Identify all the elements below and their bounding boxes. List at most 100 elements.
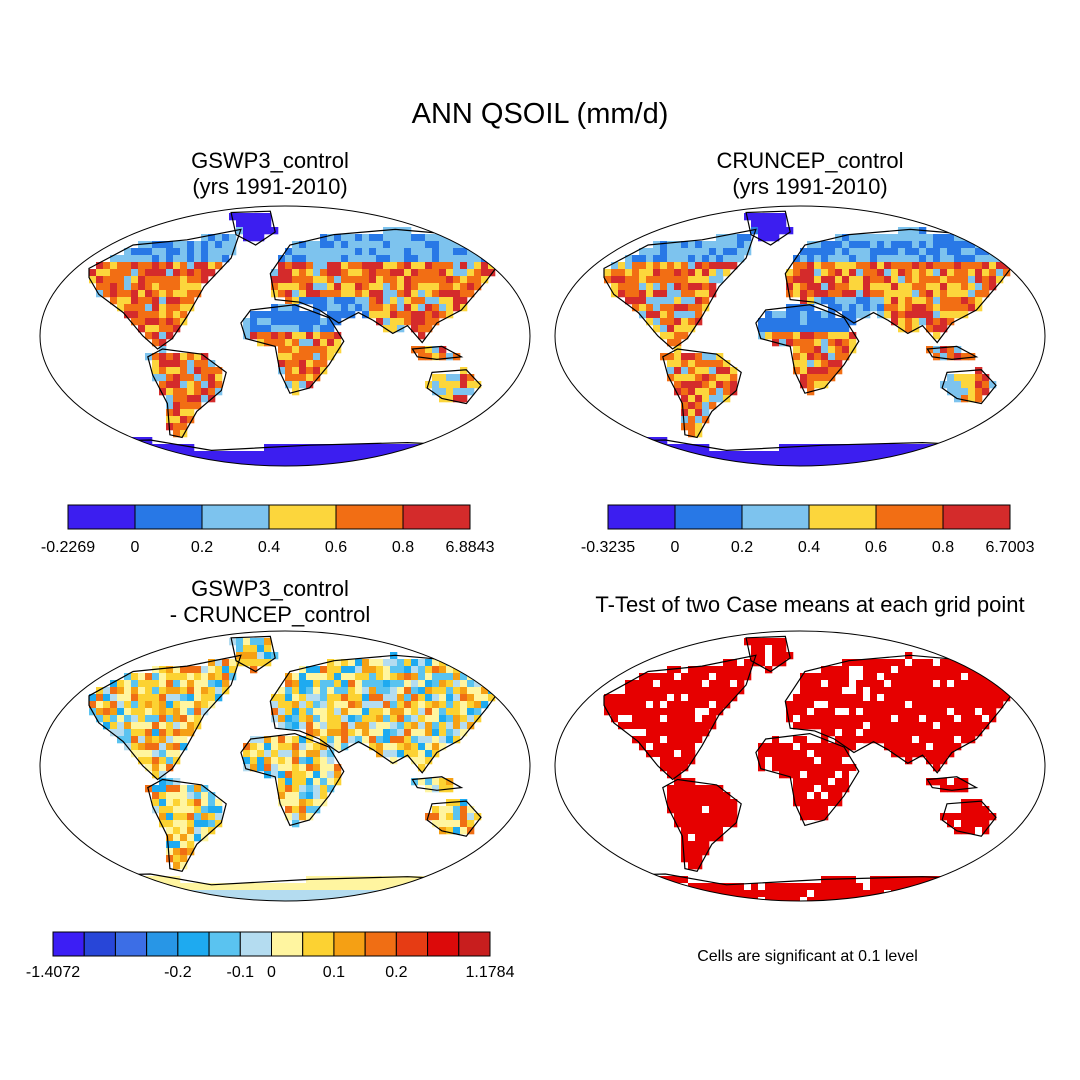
colorbar-label: 0 [267, 964, 276, 981]
grid-cell [278, 262, 286, 270]
grid-cell [285, 325, 293, 333]
colorbar-box [875, 504, 944, 530]
grid-cell [306, 673, 314, 681]
grid-cell [432, 701, 440, 709]
grid-cell [604, 451, 612, 459]
grid-cell [989, 262, 997, 270]
grid-cell [432, 806, 440, 814]
grid-cell [912, 318, 920, 326]
grid-cell [327, 304, 335, 312]
grid-cell [404, 722, 412, 730]
grid-cell [891, 269, 899, 277]
grid-cell [667, 255, 675, 263]
grid-cell [432, 276, 440, 284]
grid-cell [390, 458, 398, 466]
grid-cell [194, 451, 202, 459]
grid-cell [968, 827, 976, 835]
grid-cell [926, 234, 934, 242]
antarctica-coastline [566, 873, 1034, 901]
grid-cell [982, 897, 990, 901]
grid-cell [891, 715, 899, 723]
grid-cell [863, 269, 871, 277]
grid-cell [173, 416, 181, 424]
grid-cell [453, 353, 461, 361]
grid-cell [821, 297, 829, 305]
grid-cell [632, 262, 640, 270]
grid-cell [180, 736, 188, 744]
grid-cell [646, 458, 654, 466]
grid-cell [667, 276, 675, 284]
grid-cell [439, 248, 447, 256]
grid-cell [653, 694, 661, 702]
grid-cell [376, 241, 384, 249]
grid-cell [674, 262, 682, 270]
grid-cell [404, 297, 412, 305]
grid-cell [166, 451, 174, 459]
grid-cell [187, 402, 195, 410]
grid-cell [653, 743, 661, 751]
grid-cell [334, 694, 342, 702]
grid-cell [383, 890, 391, 898]
grid-cell [383, 743, 391, 751]
grid-cell [688, 458, 696, 466]
grid-cell [947, 290, 955, 298]
grid-cell [446, 451, 454, 459]
grid-cell [772, 458, 780, 466]
grid-cell [229, 890, 237, 898]
grid-cell [639, 290, 647, 298]
grid-cell [124, 897, 132, 901]
grid-cell [779, 897, 787, 901]
grid-cell [709, 241, 717, 249]
grid-cell [467, 388, 475, 396]
grid-cell [919, 451, 927, 459]
grid-cell [194, 799, 202, 807]
grid-cell [898, 297, 906, 305]
grid-cell [474, 458, 482, 466]
grid-cell [856, 234, 864, 242]
grid-cell [765, 458, 773, 466]
grid-cell [306, 458, 314, 466]
grid-cell [152, 269, 160, 277]
grid-cell [306, 750, 314, 758]
grid-cell [800, 458, 808, 466]
grid-cell [723, 465, 731, 466]
grid-cell [159, 876, 167, 884]
grid-cell [313, 785, 321, 793]
grid-cell [863, 311, 871, 319]
grid-cell [194, 715, 202, 723]
grid-cell [632, 283, 640, 291]
grid-cell [208, 799, 216, 807]
grid-cell [653, 290, 661, 298]
grid-cell [159, 743, 167, 751]
grid-cell [877, 708, 885, 716]
grid-cell [674, 813, 682, 821]
antarctica-coastline [566, 439, 1034, 466]
grid-cell [327, 659, 335, 667]
grid-cell [688, 827, 696, 835]
grid-cell [674, 743, 682, 751]
grid-cell [716, 799, 724, 807]
grid-cell [842, 701, 850, 709]
grid-cell [103, 897, 111, 901]
grid-cell [863, 736, 871, 744]
grid-cell [474, 269, 482, 277]
grid-cell [474, 241, 482, 249]
grid-cell [313, 276, 321, 284]
grid-cell [103, 451, 111, 459]
grid-cell [425, 680, 433, 688]
grid-cell [891, 262, 899, 270]
grid-cell [695, 304, 703, 312]
grid-cell [625, 708, 633, 716]
grid-cell [800, 701, 808, 709]
grid-cell [954, 736, 962, 744]
grid-cell [814, 897, 822, 901]
grid-cell [611, 262, 619, 270]
grid-cell [695, 311, 703, 319]
grid-cell [425, 283, 433, 291]
grid-cell [355, 659, 363, 667]
grid-cell [758, 332, 766, 340]
grid-cell [355, 283, 363, 291]
grid-cell [152, 339, 160, 347]
grid-cell [173, 318, 181, 326]
grid-cell [737, 890, 745, 898]
